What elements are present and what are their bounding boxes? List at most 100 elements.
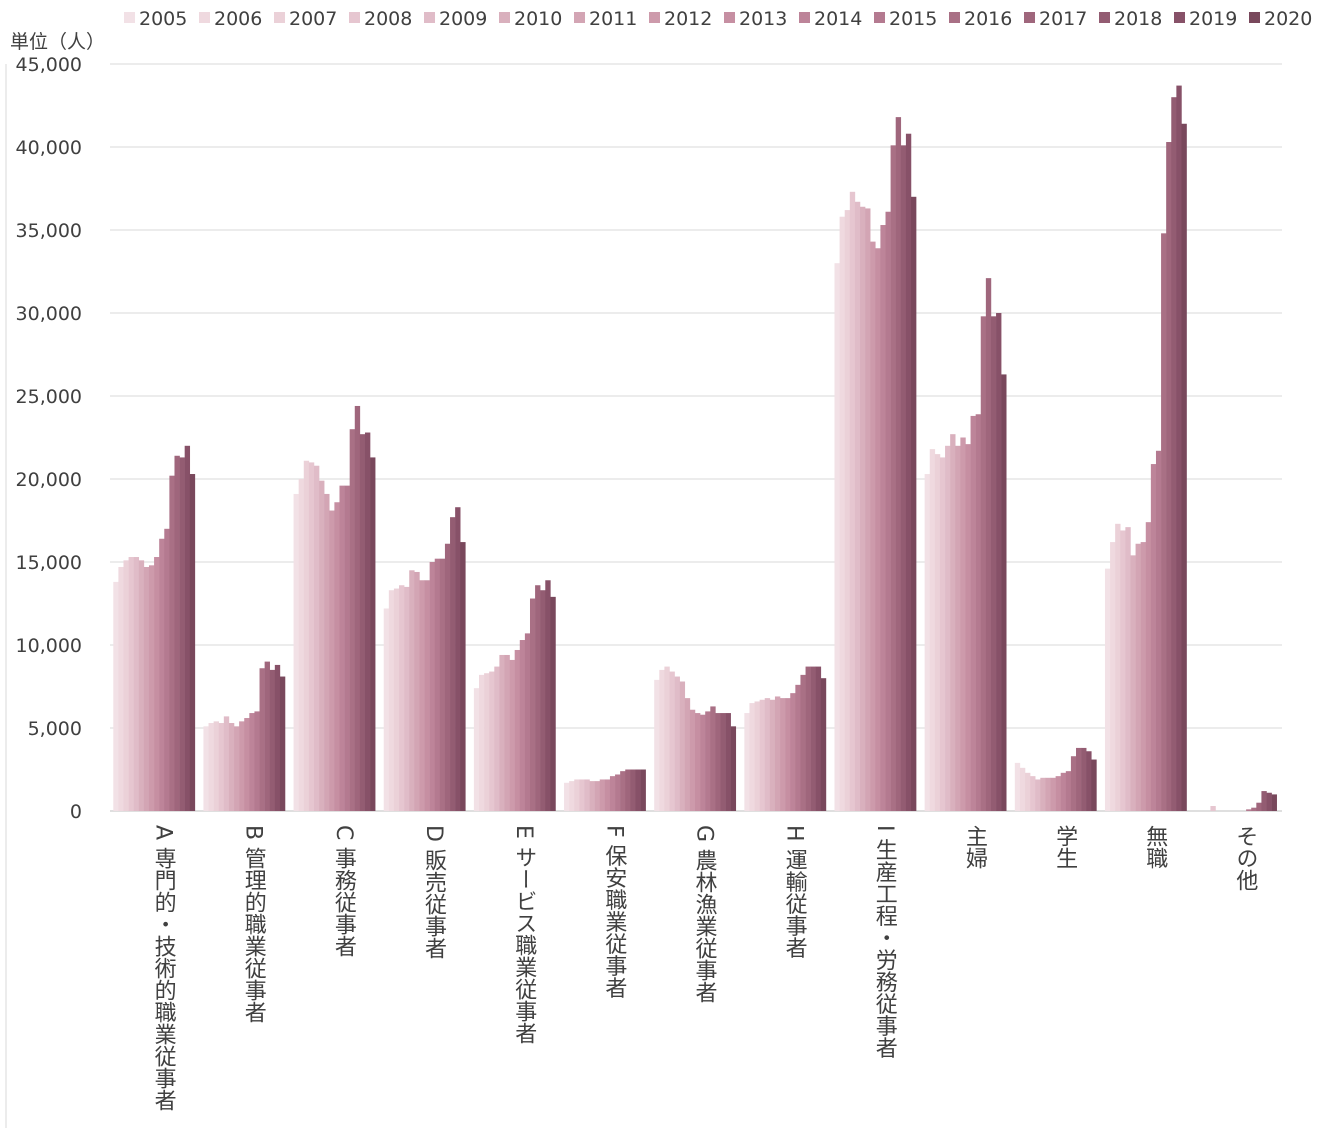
bar [705,711,711,811]
bar [1076,747,1082,811]
bar [364,432,371,811]
legend-swatch [949,12,960,23]
bar [929,449,936,811]
bar [720,713,726,811]
legend-swatch [274,12,285,23]
bar [154,557,160,811]
bar [885,211,891,812]
bar [996,313,1002,811]
bar [388,590,395,811]
bar [1050,777,1056,811]
legend-swatch [799,12,810,23]
bar [499,654,505,811]
bar [478,674,485,811]
bar [1176,85,1182,811]
legend-label: 2015 [889,8,937,30]
bar [319,480,325,811]
bar [970,415,976,811]
bar [604,779,611,811]
bar [759,699,765,811]
bar [674,676,680,811]
bar [329,510,335,811]
bar [1040,777,1046,811]
bar [1266,792,1272,811]
legend-label: 2013 [739,8,787,30]
bar [820,678,827,811]
category-label: I 生産工程・労務従事者 [872,825,898,1059]
category-label: E サービス職業従事者 [511,825,537,1044]
y-tick-label: 20,000 [16,469,82,491]
legend-swatch [1024,12,1035,23]
bar [1065,771,1072,811]
bar [184,445,191,811]
bar [349,429,356,811]
bar [715,713,721,811]
bar [444,543,451,811]
bar [589,781,595,811]
bar [890,145,896,812]
bar [785,698,791,811]
bar [450,517,456,811]
bar [754,701,760,811]
bar [1246,809,1252,811]
bar [839,216,845,812]
bar [1115,523,1121,811]
category-label: 無職 [1142,825,1168,869]
bar [1055,776,1061,811]
bar [308,462,315,811]
bar [594,781,600,811]
bar [218,723,225,811]
bar [249,713,255,811]
bar [955,445,961,811]
bar [123,560,129,811]
bar [383,608,390,811]
bar [303,460,310,811]
bar [679,681,686,811]
bar [960,437,966,811]
bar [489,671,495,811]
bar [293,493,299,811]
bar [911,196,917,812]
y-tick-label: 5,000 [28,718,82,740]
bar [179,457,185,811]
bar [409,570,415,811]
bar [1161,233,1167,811]
bar [550,596,556,811]
bar [1110,542,1116,811]
category-label: A 専門的・技術的職業従事者 [151,825,177,1111]
bar [854,201,861,811]
legend-label: 2007 [289,8,337,30]
bar [725,713,731,811]
category-label: 学生 [1052,825,1077,869]
legend-swatch [649,12,660,23]
bar [684,698,691,811]
bar [780,698,786,811]
bar [1081,747,1087,811]
bar [615,774,621,811]
bar [269,669,276,811]
bar [895,117,902,812]
bar [1035,779,1041,811]
bar [344,485,350,811]
bar [118,566,124,811]
legend-swatch [349,12,360,23]
bar [203,726,209,811]
bar [313,465,320,811]
bar [164,528,170,811]
category-label: F 保安職業従事者 [601,825,627,999]
bar [259,668,265,811]
bar [279,676,286,811]
bar [1014,762,1021,811]
legend-swatch [199,12,210,23]
bar [774,696,781,811]
legend-swatch [574,12,585,23]
bar [599,779,606,811]
bar [1001,374,1007,811]
bar [985,278,992,811]
category-label: C 事務従事者 [331,825,357,958]
bar [473,688,480,811]
bar [519,640,526,811]
bar [700,714,706,811]
bar [239,721,245,811]
bar [148,565,155,811]
